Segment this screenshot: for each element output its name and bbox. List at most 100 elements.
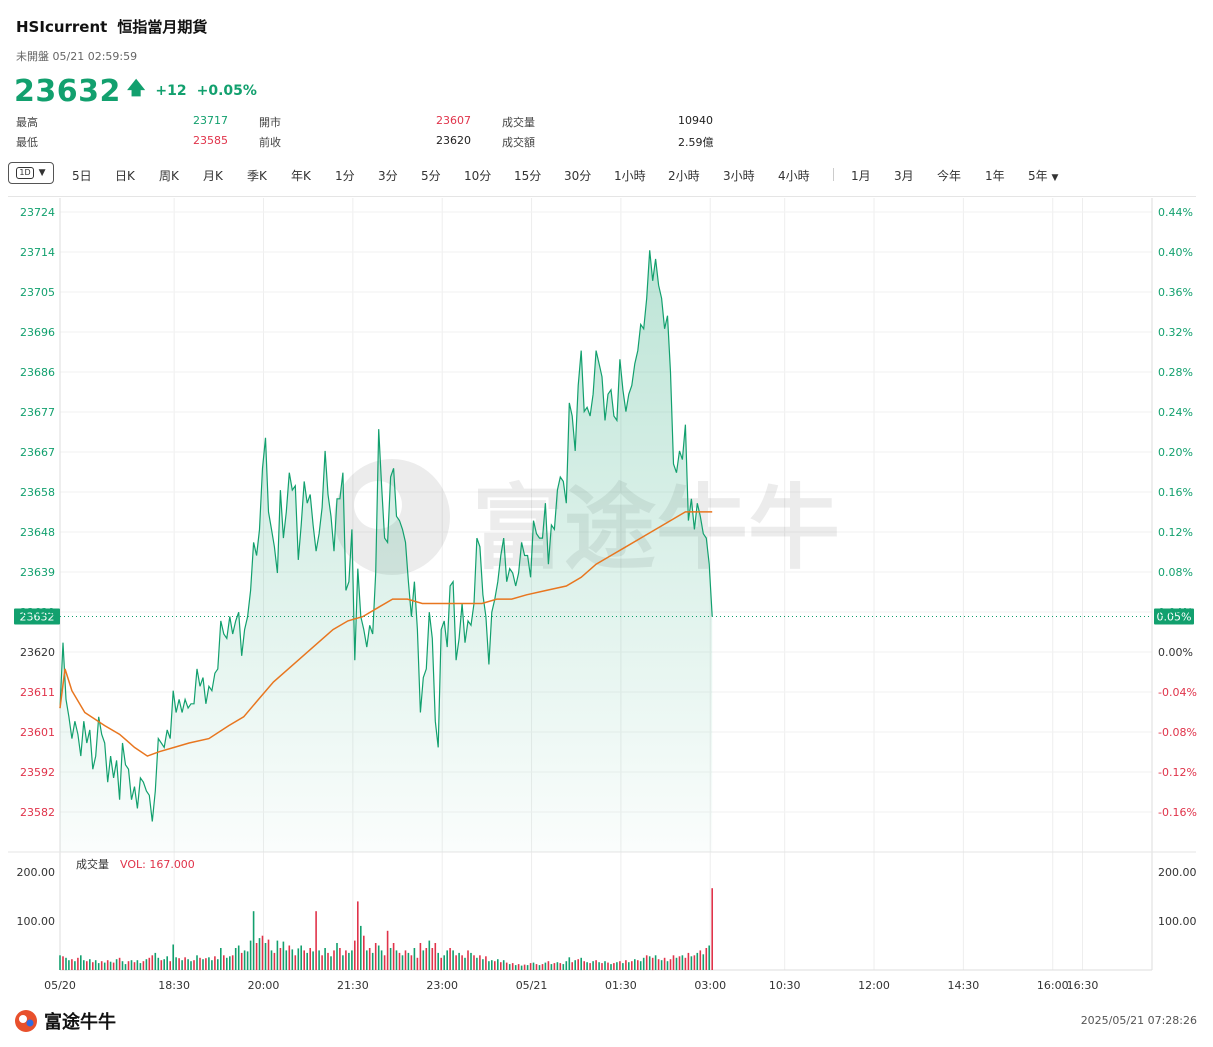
volume-bar xyxy=(386,930,389,970)
volume-bar xyxy=(160,960,163,970)
pct-tick-label: -0.16% xyxy=(1158,806,1197,819)
volume-bar xyxy=(455,955,457,970)
period-tab[interactable]: 月K xyxy=(203,169,223,183)
pct-tick-label: -0.04% xyxy=(1158,686,1197,699)
volume-bar xyxy=(517,964,520,970)
stat-high-label: 最高 xyxy=(16,116,38,129)
period-1d-badge: 1D xyxy=(16,167,34,179)
pct-tick-label: -0.12% xyxy=(1158,766,1197,779)
volume-bar xyxy=(410,955,413,970)
volume-bar xyxy=(485,956,487,970)
period-tab[interactable]: 3小時 xyxy=(723,169,755,183)
volume-bar xyxy=(395,950,398,970)
volume-bar xyxy=(354,940,356,970)
volume-bar xyxy=(645,955,648,970)
volume-bar xyxy=(622,963,624,970)
stat-low-label: 最低 xyxy=(16,136,38,149)
period-tab[interactable]: 1分 xyxy=(335,169,355,183)
range-tab[interactable]: 3月 xyxy=(894,169,914,183)
price-area xyxy=(60,250,713,853)
volume-bar xyxy=(240,952,243,970)
volume-bar xyxy=(654,955,657,970)
period-tab[interactable]: 年K xyxy=(291,169,311,183)
volume-bar xyxy=(243,950,246,970)
time-tick-label: 01:30 xyxy=(605,979,637,992)
volume-bar xyxy=(434,943,437,970)
volume-bar xyxy=(631,961,633,970)
period-tab[interactable]: 季K xyxy=(247,169,267,183)
volume-bar xyxy=(467,950,469,970)
volume-bar xyxy=(196,955,198,970)
period-tab[interactable]: 日K xyxy=(115,169,135,183)
volume-bar xyxy=(458,952,460,970)
volume-bar xyxy=(502,960,505,970)
volume-bar xyxy=(336,943,338,970)
volume-bar xyxy=(428,940,431,970)
volume-bar xyxy=(315,911,317,970)
avg-price-line xyxy=(59,511,713,757)
volume-bar xyxy=(535,964,538,970)
time-tick-label: 14:30 xyxy=(948,979,980,992)
volume-bar xyxy=(231,955,234,970)
volume-bar xyxy=(330,956,332,970)
period-tab[interactable]: 2小時 xyxy=(668,169,700,183)
volume-bar xyxy=(702,954,705,970)
volume-bar xyxy=(294,955,297,970)
volume-bar xyxy=(363,935,365,970)
period-tab[interactable]: 1小時 xyxy=(614,169,646,183)
range-tab[interactable]: 今年 xyxy=(937,169,962,183)
volume-bar xyxy=(255,943,258,970)
price-change: +12 xyxy=(155,83,187,99)
volume-bar xyxy=(300,945,302,970)
volume-bar xyxy=(500,962,502,970)
volume-bar xyxy=(157,957,160,971)
period-tab[interactable]: 15分 xyxy=(514,169,542,183)
time-tick-label: 05/21 xyxy=(516,979,548,992)
volume-bar xyxy=(401,955,404,970)
period-tab[interactable]: 5日 xyxy=(72,169,92,183)
volume-legend-value: VOL: 167.000 xyxy=(120,858,195,871)
volume-bar xyxy=(553,963,556,970)
period-1d-dropdown[interactable]: 1D ▼ xyxy=(8,162,54,184)
chart-top-border xyxy=(8,196,1196,197)
volume-bar xyxy=(628,962,630,970)
price-tick-label: 23648 xyxy=(20,526,55,539)
volume-bar xyxy=(187,959,189,970)
price-change-pct: +0.05% xyxy=(196,83,257,99)
volume-bar xyxy=(437,952,439,970)
volume-bar xyxy=(619,961,621,970)
period-tab[interactable]: 3分 xyxy=(378,169,398,183)
period-tab[interactable]: 周K xyxy=(159,169,179,183)
volume-bar xyxy=(103,962,106,970)
volume-bar xyxy=(130,960,133,970)
header-title: HSIcurrent 恒指當月期貨 xyxy=(16,16,207,37)
range-tab[interactable]: 1月 xyxy=(851,169,871,183)
period-tab[interactable]: 10分 xyxy=(464,169,492,183)
volume-bar xyxy=(279,948,282,970)
range-tab-5y-dropdown[interactable]: 5年 ▼ xyxy=(1028,167,1058,184)
volume-bar xyxy=(264,943,267,970)
volume-bar xyxy=(657,959,660,970)
period-tab[interactable]: 4小時 xyxy=(778,169,810,183)
volume-bar xyxy=(482,959,484,970)
volume-bar xyxy=(625,960,627,970)
volume-bar xyxy=(327,952,329,970)
volume-bar xyxy=(675,957,678,971)
volume-bar xyxy=(211,960,213,970)
period-tab[interactable]: 5分 xyxy=(421,169,441,183)
volume-bar xyxy=(586,962,588,970)
volume-bar xyxy=(154,952,157,970)
volume-bar xyxy=(678,956,681,970)
volume-bar xyxy=(595,960,597,970)
price-tick-label: 23592 xyxy=(20,766,55,779)
price-tick-label: 23686 xyxy=(20,366,55,379)
volume-bar xyxy=(494,961,496,970)
period-tab[interactable]: 30分 xyxy=(564,169,592,183)
range-tab[interactable]: 1年 xyxy=(985,169,1005,183)
price-tick-label: 23601 xyxy=(20,726,55,739)
volume-bar xyxy=(488,961,490,970)
time-tick-label: 23:00 xyxy=(426,979,458,992)
price-area-fill xyxy=(60,250,713,853)
current-pct-tag xyxy=(1154,608,1194,625)
